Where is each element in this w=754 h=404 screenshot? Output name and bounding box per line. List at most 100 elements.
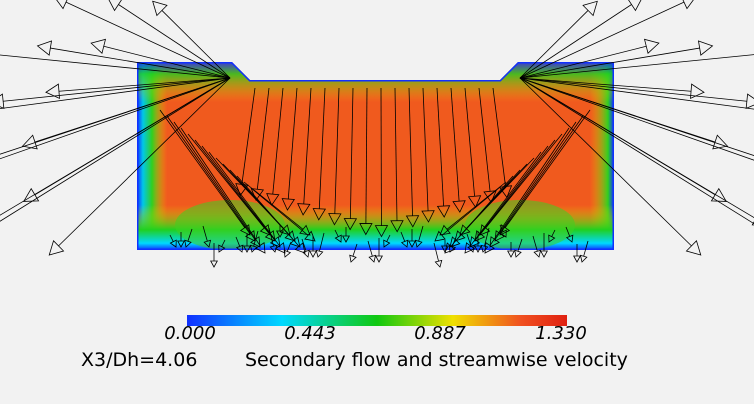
flow-vector-head <box>712 134 729 150</box>
flow-vector-head <box>243 245 251 253</box>
flow-vector <box>173 121 256 240</box>
flow-vector-head <box>439 224 451 236</box>
flow-vector-head <box>334 234 342 243</box>
flow-vector <box>551 229 556 237</box>
flow-vector <box>478 87 491 192</box>
colorbar-tick-label: 0.000 <box>164 323 216 344</box>
flow-vector-head <box>533 249 542 258</box>
flow-vector <box>519 77 754 219</box>
flow-vector <box>519 77 754 156</box>
flow-vector <box>499 115 584 234</box>
flow-vector-head <box>474 245 482 253</box>
flow-vector <box>519 77 692 92</box>
flow-vector-head <box>448 244 457 253</box>
flow-vector <box>532 235 538 252</box>
flow-vector <box>250 187 309 236</box>
flow-vector <box>180 127 261 246</box>
flow-vector <box>166 115 251 234</box>
flow-vector-head <box>184 239 192 248</box>
flow-vector-head <box>434 230 446 242</box>
flow-vector-head <box>514 249 522 258</box>
flow-vector <box>504 109 591 228</box>
flow-vector-head <box>467 244 475 253</box>
flow-vector-head <box>441 245 449 253</box>
flow-vector <box>235 236 241 247</box>
flow-vector <box>519 77 754 161</box>
flow-vector-head <box>36 40 53 56</box>
flow-vector-head <box>283 249 292 258</box>
flow-vector <box>367 240 373 257</box>
flow-vector-head <box>203 239 212 248</box>
velocity-contour <box>137 62 614 250</box>
flow-vector <box>418 225 424 242</box>
flow-vector-head <box>294 242 306 254</box>
flow-vector <box>519 77 754 225</box>
flow-vector-head <box>309 250 317 258</box>
flow-vector <box>50 47 231 79</box>
flow-vector-head <box>474 230 486 242</box>
flow-vector-head <box>250 236 261 248</box>
flow-vector <box>0 54 231 79</box>
flow-vector-head <box>421 210 435 223</box>
flow-vector-head <box>383 239 391 248</box>
flow-vector-head <box>548 234 556 243</box>
flow-vector <box>65 1 231 79</box>
flow-vector-head <box>582 0 598 17</box>
flow-vector <box>303 87 312 204</box>
flow-vector-head <box>349 254 357 263</box>
flow-vector-head <box>48 240 65 256</box>
flow-vector-head <box>21 134 38 150</box>
flow-vector-head <box>414 239 423 248</box>
flow-vector <box>268 227 274 247</box>
flow-vector-head <box>436 205 451 218</box>
flow-vector-head <box>484 242 495 254</box>
flow-vector-head <box>235 244 244 253</box>
flow-vector <box>334 229 339 237</box>
flow-vector <box>499 224 504 232</box>
flow-vector <box>58 77 231 247</box>
flow-vector-head <box>281 198 296 211</box>
flow-vector-head <box>276 230 284 238</box>
flow-vector <box>0 77 231 160</box>
flow-vector <box>441 187 500 236</box>
flow-vector <box>519 77 692 247</box>
flow-vector <box>480 139 556 235</box>
flow-vector-head <box>269 244 278 253</box>
flow-vector-head <box>540 250 548 258</box>
flow-vector <box>519 47 700 79</box>
flow-vector <box>519 54 754 79</box>
flow-vector <box>0 77 231 109</box>
flow-vector <box>519 77 754 110</box>
flow-vector <box>485 133 563 229</box>
flow-vector <box>519 10 589 79</box>
flow-vector-head <box>342 235 350 243</box>
flow-vector-head <box>218 244 226 253</box>
flow-vector-head <box>434 259 443 268</box>
flow-vector-head <box>169 239 177 248</box>
flow-vector <box>202 225 208 242</box>
flow-vector-head <box>56 0 68 10</box>
flow-vector <box>583 240 589 257</box>
flow-vector <box>519 1 685 79</box>
flow-vector <box>334 87 340 214</box>
flow-vector-head <box>315 249 324 258</box>
flow-vector-head <box>359 223 373 236</box>
flow-vector-head <box>685 240 702 256</box>
flow-vector-head <box>452 200 466 213</box>
flow-vector-head <box>108 0 122 12</box>
flow-vector <box>319 232 325 252</box>
flow-vector-head <box>297 203 311 216</box>
flow-vector <box>519 77 747 102</box>
flow-vector <box>103 45 231 79</box>
flow-vector <box>236 175 300 247</box>
colorbar-tick-label: 1.330 <box>535 323 587 344</box>
flow-vector <box>450 87 460 202</box>
flow-vector-head <box>464 242 476 254</box>
flow-vector <box>58 77 231 92</box>
flow-vector <box>241 87 256 185</box>
flow-vector <box>256 87 270 190</box>
flow-vector <box>0 77 231 216</box>
flow-vector <box>286 241 292 252</box>
flow-vector <box>450 175 514 247</box>
